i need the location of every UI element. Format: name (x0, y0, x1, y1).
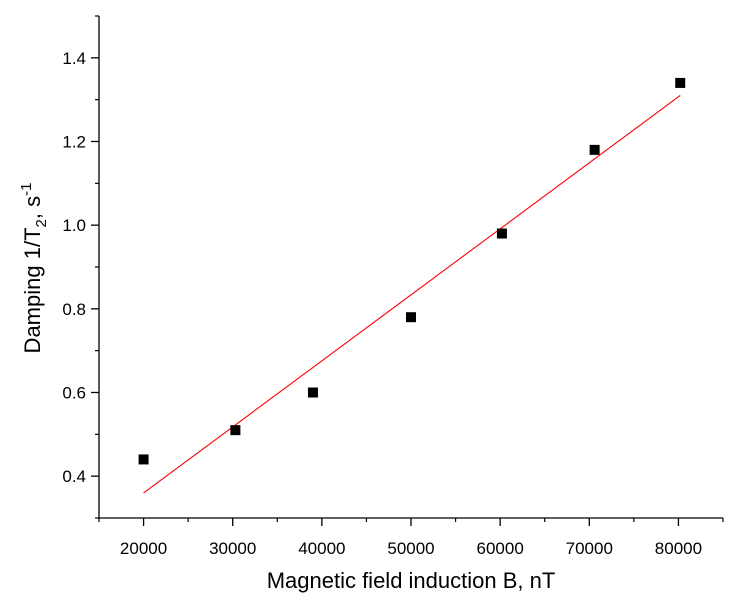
axes: 20000 30000 40000 50000 60000 70000 80000 0.4 0.… (62, 15, 724, 558)
x-tick-label: 60000 (477, 539, 524, 558)
data-point (307, 387, 318, 398)
y-axis-title-unit: , s (20, 196, 45, 219)
fit-line-group (143, 95, 681, 494)
data-point (230, 425, 241, 436)
data-points (138, 77, 686, 465)
x-tick-label: 70000 (566, 539, 613, 558)
x-tick-label: 20000 (120, 539, 167, 558)
y-axis-title-superscript: -1 (18, 183, 35, 196)
data-point (675, 77, 686, 88)
x-tick-label: 50000 (387, 539, 434, 558)
y-axis-title: Damping 1/T2, s-1 (18, 183, 50, 354)
y-tick-label: 0.8 (62, 300, 86, 319)
x-axis-title: Magnetic field induction B, nT (267, 568, 556, 593)
y-axis-title-subscript: 2 (33, 219, 50, 227)
x-tick-label: 80000 (655, 539, 702, 558)
data-point (138, 454, 149, 465)
y-axis-title-main: Damping 1/T (20, 227, 45, 353)
data-point (496, 228, 507, 239)
data-point (589, 144, 600, 155)
x-tick-label: 40000 (298, 539, 345, 558)
fit-line (143, 95, 681, 494)
y-tick-label: 1.0 (62, 216, 86, 235)
y-tick-label: 0.6 (62, 384, 86, 403)
y-tick-label: 0.4 (62, 467, 86, 486)
y-tick-label: 1.2 (62, 133, 86, 152)
data-point (406, 312, 416, 323)
y-tick-label: 1.4 (62, 49, 86, 68)
x-tick-label: 30000 (209, 539, 256, 558)
